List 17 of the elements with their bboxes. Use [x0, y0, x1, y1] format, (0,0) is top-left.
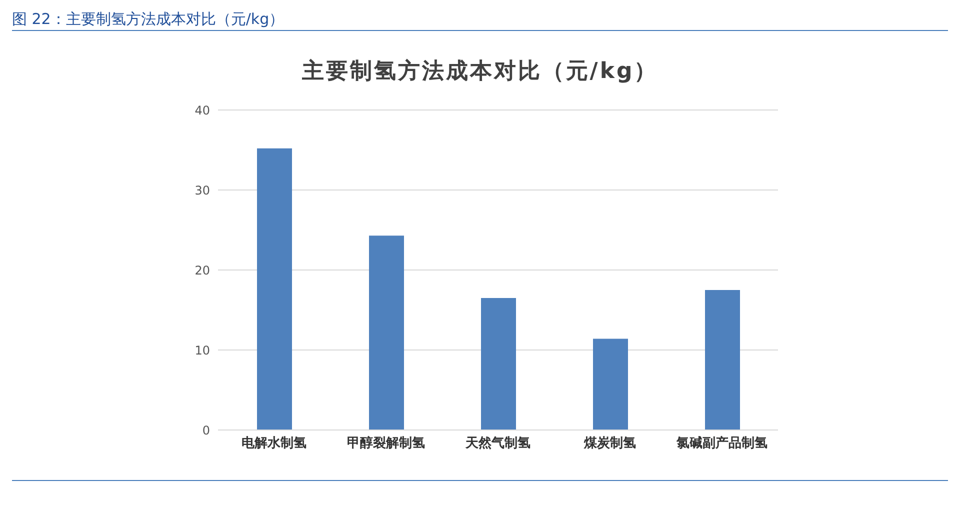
x-tick-label: 电解水制氢	[242, 436, 306, 452]
bar	[705, 290, 740, 430]
y-tick-label: 40	[194, 103, 210, 118]
x-tick-label: 煤炭制氢	[583, 436, 636, 452]
x-tick-label: 氯碱副产品制氢	[676, 435, 768, 452]
y-tick-label: 10	[194, 343, 210, 358]
x-tick-label: 甲醇裂解制氢	[347, 435, 425, 452]
bar	[481, 298, 516, 430]
y-tick-label: 0	[202, 423, 210, 438]
chart-title: 主要制氢方法成本对比（元/kg）	[300, 58, 660, 86]
bar	[257, 148, 292, 430]
y-tick-label: 30	[194, 183, 210, 198]
x-tick-label: 天然气制氢	[464, 436, 530, 452]
bar	[593, 338, 628, 430]
bar	[369, 236, 404, 430]
caption: 图 22：主要制氢方法成本对比（元/kg）	[12, 10, 284, 29]
y-tick-label: 20	[194, 263, 210, 278]
